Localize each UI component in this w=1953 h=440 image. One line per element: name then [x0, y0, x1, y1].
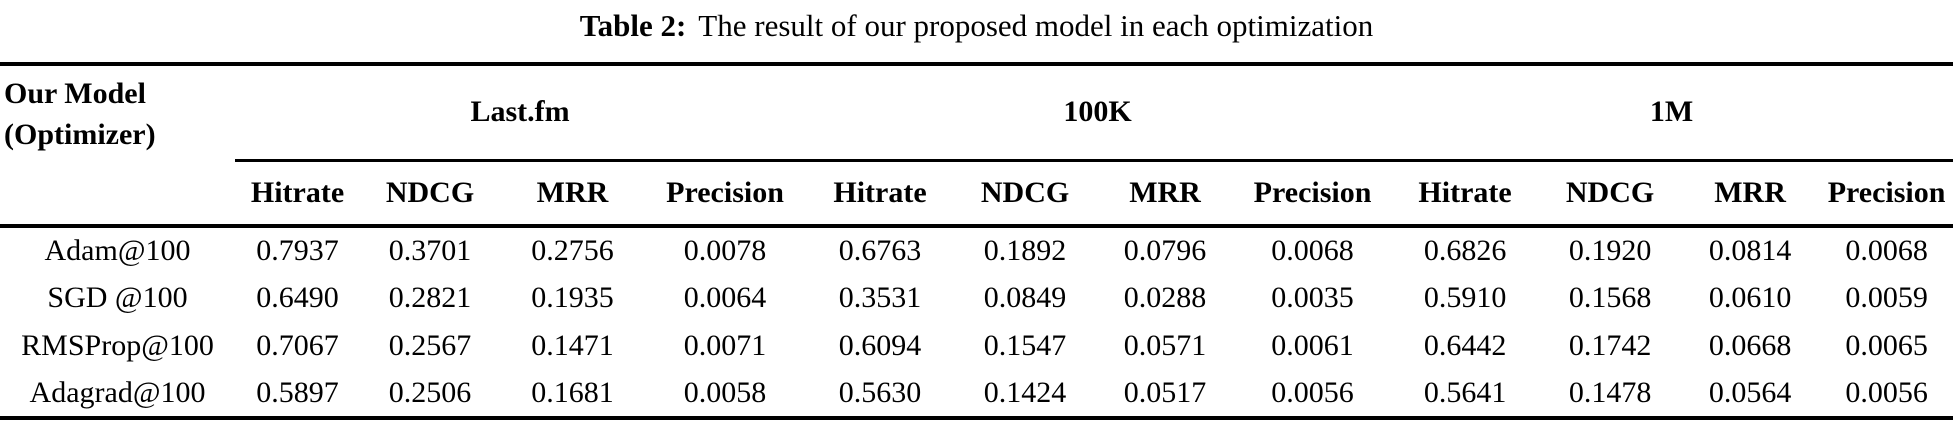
table-cell: 0.0059: [1845, 281, 1928, 315]
metric-header-100k-ndcg: NDCG: [955, 160, 1096, 229]
table-cell: 0.0288: [1123, 281, 1207, 315]
table-cell: 0.0796: [1123, 234, 1207, 268]
table-cell: 0.1742: [1568, 329, 1652, 363]
table-cell: 0.7067: [256, 329, 339, 363]
table-cell: 0.2821: [388, 281, 472, 315]
metric-header-lastfm-precision: Precision: [645, 160, 806, 229]
table-cell: 0.5910: [1423, 281, 1507, 315]
results-table: Our Model (Optimizer) Last.fm 100K 1M Hi…: [0, 62, 1953, 421]
table-cell: 0.7937: [256, 234, 339, 268]
table-cell: 0.6442: [1423, 329, 1507, 363]
table-cell: 0.6826: [1423, 234, 1507, 268]
table-cell: 0.0068: [1271, 234, 1354, 268]
table-cell: 0.0058: [683, 376, 767, 410]
table-cell: 0.1478: [1568, 376, 1652, 410]
table-caption-text: The result of our proposed model in each…: [698, 8, 1374, 43]
metric-header-lastfm-mrr: MRR: [500, 160, 645, 229]
metric-header-100k-precision: Precision: [1235, 160, 1391, 229]
table-row-sgd: SGD @100 0.6490 0.2821 0.1935 0.0064 0.3…: [0, 274, 1953, 322]
metric-header-1m-mrr: MRR: [1680, 160, 1821, 229]
table-cell: 0.1920: [1568, 234, 1652, 268]
table-cell: 0.1935: [531, 281, 614, 315]
table-cell: 0.1568: [1568, 281, 1652, 315]
table-cell: 0.0068: [1845, 234, 1928, 268]
table-cell: 0.2756: [531, 234, 614, 268]
table-cell: 0.3531: [838, 281, 922, 315]
table-cell: 0.3701: [388, 234, 472, 268]
corner-header: Our Model (Optimizer): [0, 64, 235, 229]
table-cell: 0.0564: [1708, 376, 1792, 410]
row-label: RMSProp@100: [21, 329, 214, 363]
table-cell: 0.6763: [838, 234, 922, 268]
corner-header-line2: (Optimizer): [4, 117, 156, 151]
table-row-adagrad: Adagrad@100 0.5897 0.2506 0.1681 0.0058 …: [0, 370, 1953, 418]
table-cell: 0.0814: [1708, 234, 1792, 268]
group-header-row: Our Model (Optimizer) Last.fm 100K 1M: [0, 64, 1953, 229]
group-header-lastfm: Last.fm: [235, 64, 806, 162]
metric-header-1m-ndcg: NDCG: [1540, 160, 1681, 229]
row-label: Adam@100: [44, 234, 191, 268]
metric-header-100k-hitrate: Hitrate: [805, 160, 956, 229]
row-label: SGD @100: [47, 281, 188, 315]
metric-header-row: Hitrate NDCG MRR Precision Hitrate NDCG …: [0, 160, 1953, 229]
table-cell: 0.2567: [388, 329, 472, 363]
table-cell: 0.1892: [983, 234, 1067, 268]
table-cell: 0.5641: [1423, 376, 1507, 410]
group-header-100k: 100K: [805, 64, 1391, 162]
table-cell: 0.6094: [838, 329, 922, 363]
table-cell: 0.0517: [1123, 376, 1207, 410]
table-cell: 0.0064: [683, 281, 767, 315]
table-cell: 0.5630: [838, 376, 922, 410]
table-cell: 0.0035: [1271, 281, 1354, 315]
group-header-1m: 1M: [1390, 64, 1953, 162]
table-cell: 0.0056: [1271, 376, 1354, 410]
table-caption-label: Table 2:: [579, 8, 687, 43]
table-cell: 0.0065: [1845, 329, 1928, 363]
metric-header-100k-mrr: MRR: [1095, 160, 1236, 229]
table-cell: 0.6490: [256, 281, 339, 315]
table-cell: 0.0571: [1123, 329, 1207, 363]
table-cell: 0.0078: [683, 234, 767, 268]
table-cell: 0.1681: [531, 376, 614, 410]
table-row-rmsprop: RMSProp@100 0.7067 0.2567 0.1471 0.0071 …: [0, 322, 1953, 370]
table-cell: 0.2506: [388, 376, 472, 410]
table-cell: 0.0610: [1708, 281, 1792, 315]
table-cell: 0.0071: [683, 329, 767, 363]
metric-header-lastfm-ndcg: NDCG: [360, 160, 500, 229]
metric-header-lastfm-hitrate: Hitrate: [235, 160, 360, 229]
metric-header-1m-hitrate: Hitrate: [1390, 160, 1541, 229]
table-row-adam: Adam@100 0.7937 0.3701 0.2756 0.0078 0.6…: [0, 226, 1953, 274]
table-cell: 0.0668: [1708, 329, 1792, 363]
row-label: Adagrad@100: [29, 376, 206, 410]
table-cell: 0.0849: [983, 281, 1067, 315]
table-cell: 0.5897: [256, 376, 339, 410]
table-cell: 0.0056: [1845, 376, 1928, 410]
corner-header-line1: Our Model: [4, 77, 146, 111]
table-caption: Table 2: The result of our proposed model…: [0, 0, 1953, 44]
table-cell: 0.1471: [531, 329, 614, 363]
metric-header-1m-precision: Precision: [1820, 160, 1953, 229]
table-cell: 0.0061: [1271, 329, 1354, 363]
table-cell: 0.1424: [983, 376, 1067, 410]
table-cell: 0.1547: [983, 329, 1067, 363]
